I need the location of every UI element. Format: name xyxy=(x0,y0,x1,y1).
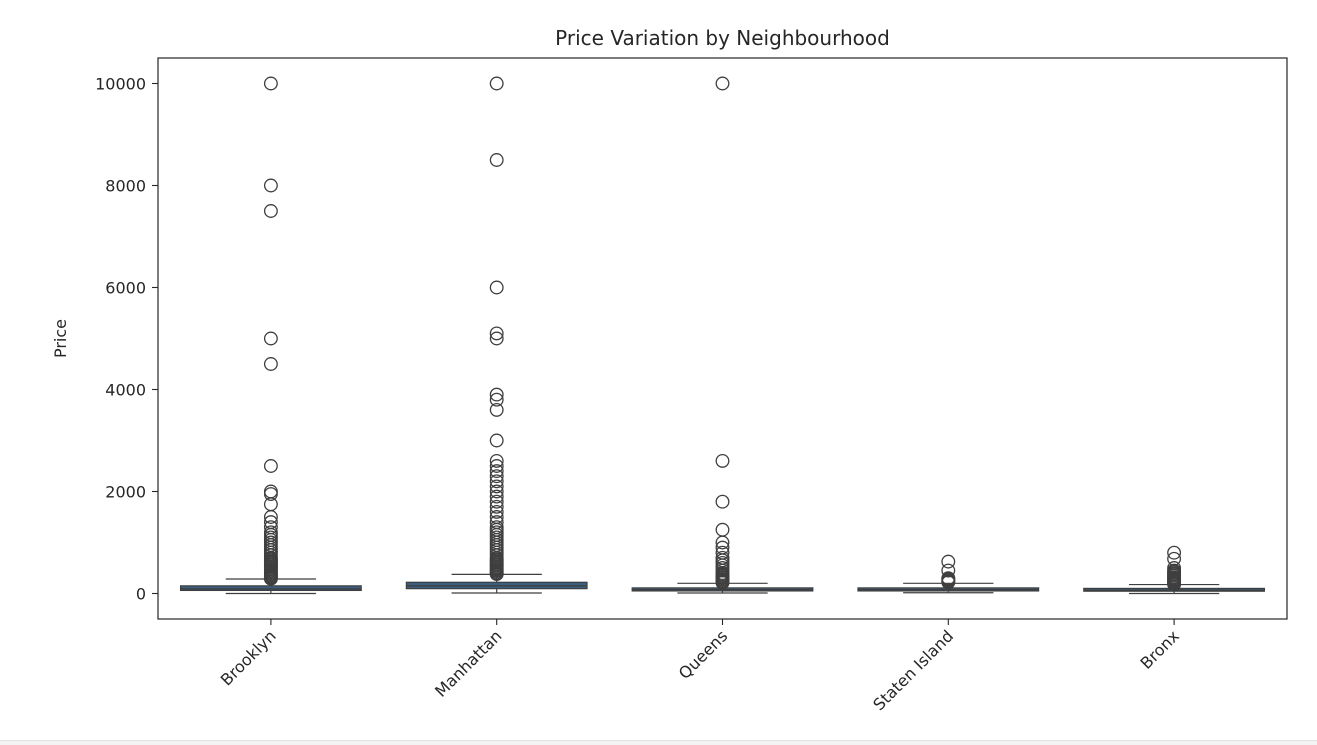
outlier-point xyxy=(489,510,504,524)
outlier-point xyxy=(489,76,504,91)
outlier-point xyxy=(715,550,730,565)
chart-title: Price Variation by Neighbourhood xyxy=(555,26,890,50)
outlier-point xyxy=(715,540,730,555)
bottom-strip xyxy=(0,740,1317,745)
y-tick-label: 6000 xyxy=(105,279,146,298)
outlier-point xyxy=(489,387,504,402)
box-manhattan xyxy=(405,76,588,594)
outlier-point xyxy=(715,545,730,560)
outlier-point xyxy=(715,522,730,537)
outlier-point xyxy=(263,520,278,535)
outlier-point xyxy=(941,563,956,578)
outlier-point xyxy=(489,280,504,295)
y-tick-label: 10000 xyxy=(95,75,146,94)
box-staten-island xyxy=(857,554,1040,594)
outlier-point xyxy=(1167,551,1182,566)
outlier-point xyxy=(1167,545,1182,560)
y-tick-label: 2000 xyxy=(105,483,146,502)
outlier-point xyxy=(263,525,278,540)
box-bronx xyxy=(1083,545,1266,595)
y-tick-label: 0 xyxy=(136,585,146,604)
outlier-point xyxy=(489,515,504,530)
y-tick-label: 4000 xyxy=(105,381,146,400)
outlier-point xyxy=(489,474,504,489)
outlier-point xyxy=(263,484,278,499)
outlier-point xyxy=(263,331,278,346)
outlier-point xyxy=(489,459,504,473)
iqr-box xyxy=(179,585,362,592)
outlier-point xyxy=(489,464,504,479)
outlier-point xyxy=(489,392,504,407)
y-axis: 0 2000 4000 6000 8000 10000 xyxy=(95,75,158,604)
outlier-point xyxy=(489,520,504,535)
box-queens xyxy=(631,76,814,594)
outlier-point xyxy=(941,571,956,586)
plot-frame xyxy=(157,57,1288,620)
outlier-point xyxy=(489,469,504,484)
outlier-point xyxy=(489,504,504,519)
outlier-point xyxy=(489,153,504,167)
outlier-point xyxy=(489,453,504,468)
outlier-point xyxy=(941,554,956,569)
outlier-point xyxy=(263,76,278,91)
outlier-point xyxy=(489,499,504,514)
y-axis-label: Price xyxy=(51,319,70,358)
outlier-point xyxy=(263,515,278,530)
outlier-point xyxy=(715,494,730,509)
outlier-point xyxy=(263,357,278,371)
outlier-point xyxy=(489,479,504,494)
outlier-point xyxy=(263,459,278,473)
outlier-point xyxy=(489,494,504,509)
outlier-point xyxy=(715,76,730,91)
outlier-point xyxy=(489,433,504,448)
outlier-point xyxy=(715,453,730,468)
outlier-point xyxy=(489,331,504,346)
outlier-point xyxy=(489,402,504,417)
outlier-point xyxy=(263,178,278,193)
outlier-point xyxy=(1167,561,1182,575)
y-tick-label: 8000 xyxy=(105,177,146,196)
outlier-point xyxy=(263,204,278,218)
outlier-point xyxy=(489,484,504,499)
boxes-group xyxy=(179,76,1266,595)
outlier-point xyxy=(489,326,504,341)
outlier-point xyxy=(489,489,504,504)
box-brooklyn xyxy=(179,76,362,595)
